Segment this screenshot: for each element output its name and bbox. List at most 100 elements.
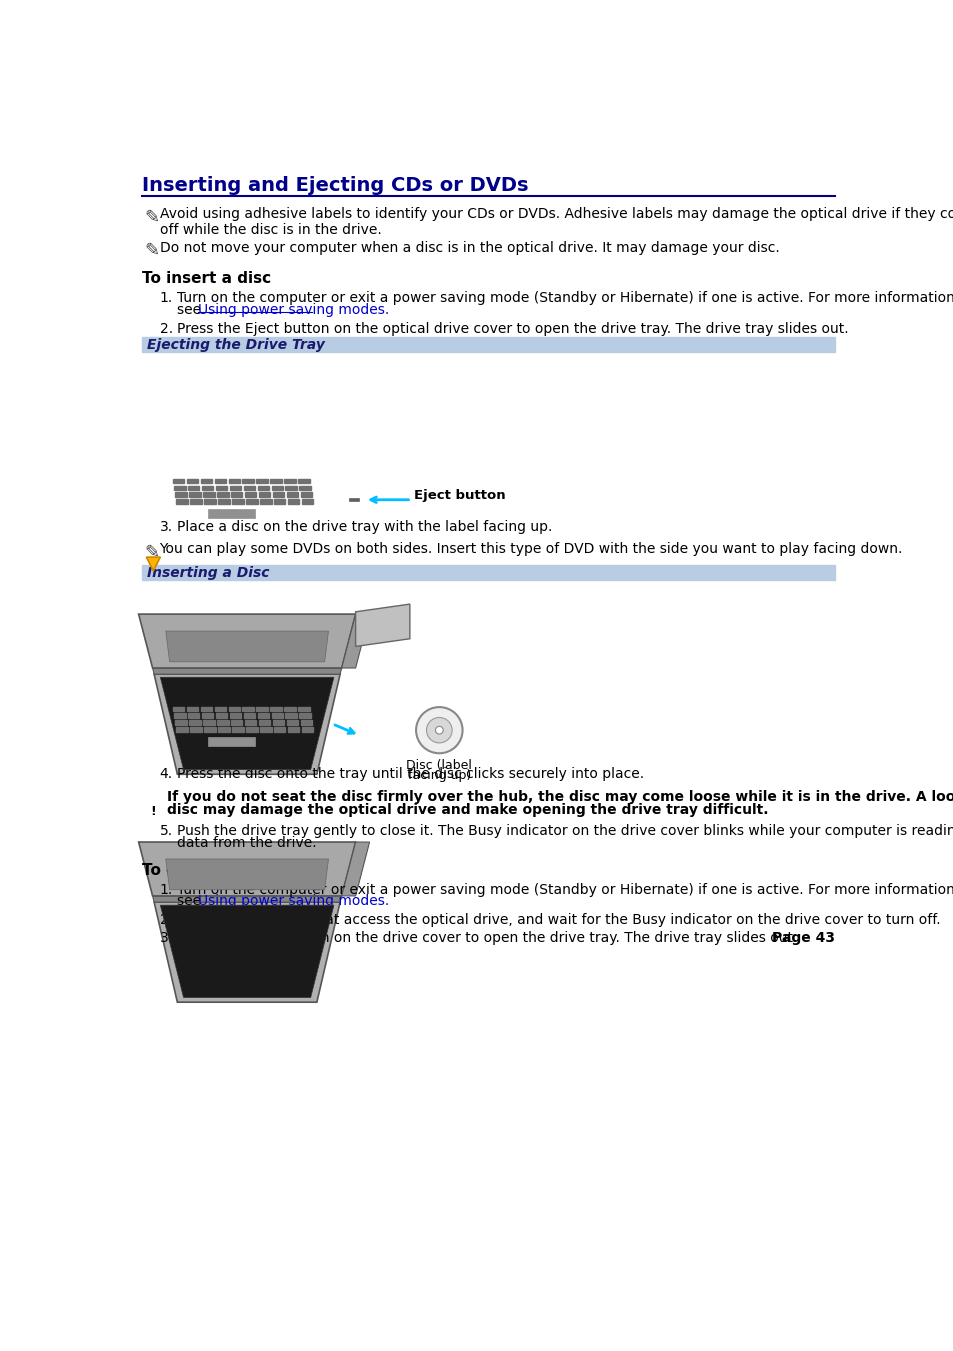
Bar [286,493,298,497]
Bar [215,713,227,719]
Bar [208,508,254,517]
Bar [142,336,835,353]
Bar [204,500,215,504]
Polygon shape [154,902,340,1002]
Text: facing up): facing up) [407,769,471,782]
Text: see: see [177,303,206,317]
Text: 3.: 3. [159,520,172,534]
Bar [243,713,255,719]
Bar [245,493,256,497]
Bar [174,720,187,725]
Polygon shape [138,615,355,667]
Bar [188,485,199,490]
Bar [284,707,295,711]
Text: Ejecting the Drive Tray: Ejecting the Drive Tray [147,339,325,353]
Text: 1.: 1. [159,292,172,305]
Bar [257,713,269,719]
Text: ✎: ✎ [144,208,159,227]
Bar [272,713,283,719]
Bar [230,713,241,719]
Bar [218,500,230,504]
Polygon shape [355,604,410,646]
Polygon shape [152,667,341,674]
Bar [256,707,268,711]
Bar [243,485,255,490]
Text: Using power saving modes.: Using power saving modes. [198,303,389,317]
Bar [298,707,310,711]
Text: 1.: 1. [159,882,172,897]
Bar [273,720,284,725]
Text: ✎: ✎ [144,543,159,561]
Text: data from the drive.: data from the drive. [177,836,316,850]
Bar [231,720,242,725]
Bar [203,720,214,725]
Bar [286,720,298,725]
Bar [259,727,272,732]
Bar [187,707,198,711]
Text: Do not move your computer when a disc is in the optical drive. It may damage you: Do not move your computer when a disc is… [159,240,779,254]
Bar [272,485,283,490]
Text: 3.: 3. [159,931,172,946]
Text: To insert a disc: To insert a disc [142,272,272,286]
Bar [270,478,282,484]
Text: You can play some DVDs on both sides. Insert this type of DVD with the side you : You can play some DVDs on both sides. In… [159,542,902,555]
Bar [189,493,200,497]
Polygon shape [341,842,369,896]
Text: 4.: 4. [159,767,172,781]
Bar [256,478,268,484]
Bar [284,478,295,484]
Bar [273,493,284,497]
Bar [231,493,242,497]
Bar [229,707,240,711]
Bar [246,500,257,504]
Text: Using power saving modes.: Using power saving modes. [198,894,389,908]
Bar [232,500,243,504]
Text: Press the Eject button on the drive cover to open the drive tray. The drive tray: Press the Eject button on the drive cove… [177,931,797,946]
Bar [246,727,257,732]
Bar [204,727,215,732]
Text: Page 43: Page 43 [772,931,835,946]
Bar [300,720,312,725]
Polygon shape [166,631,328,662]
Bar [173,485,185,490]
Text: Disc (label: Disc (label [406,759,472,773]
Bar [285,485,296,490]
Polygon shape [154,674,340,774]
Bar [172,707,184,711]
Bar [298,478,310,484]
Text: Place a disc on the drive tray with the label facing up.: Place a disc on the drive tray with the … [177,520,552,534]
Bar [258,720,270,725]
Bar [274,500,285,504]
Bar [187,478,198,484]
Bar [285,713,296,719]
Bar [299,485,311,490]
Text: Press the Eject button on the optical drive cover to open the drive tray. The dr: Press the Eject button on the optical dr… [177,322,848,335]
Circle shape [416,707,462,754]
Bar [288,500,299,504]
Bar [208,736,254,746]
Bar [174,493,187,497]
Bar [202,713,213,719]
Bar [301,727,313,732]
Text: Turn on the computer or exit a power saving mode (Standby or Hibernate) if one i: Turn on the computer or exit a power sav… [177,882,953,897]
Text: see: see [177,894,206,908]
Bar [202,485,213,490]
Bar [200,478,212,484]
Bar [215,485,227,490]
Text: Inserting and Ejecting CDs or DVDs: Inserting and Ejecting CDs or DVDs [142,176,529,195]
Text: Inserting a Disc: Inserting a Disc [147,566,270,581]
Polygon shape [138,842,355,896]
Bar [190,727,202,732]
Bar [218,727,230,732]
Bar [258,493,270,497]
Bar [301,500,313,504]
Bar [300,493,312,497]
Text: Turn on the computer or exit a power saving mode (Standby or Hibernate) if one i: Turn on the computer or exit a power sav… [177,292,953,305]
Text: Eject button: Eject button [414,489,505,503]
Circle shape [435,727,443,734]
Polygon shape [160,677,334,770]
Bar [242,707,253,711]
Bar [299,713,311,719]
Text: To eject a disc: To eject a disc [142,863,263,878]
Bar [172,478,184,484]
